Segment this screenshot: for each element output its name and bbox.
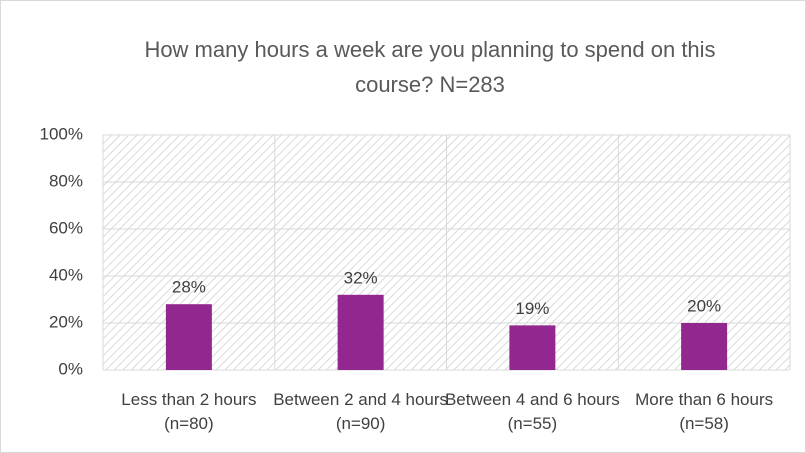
x-tick-label: Between 4 and 6 hours (n=55) — [444, 390, 620, 433]
y-tick-label: 100% — [40, 124, 83, 143]
y-tick-label: 0% — [58, 359, 83, 378]
data-label: 32% — [344, 268, 378, 287]
y-tick-label: 80% — [49, 171, 83, 190]
x-tick-label: Less than 2 hours (n=80) — [121, 390, 257, 433]
bar — [337, 294, 384, 370]
y-tick-label: 40% — [49, 265, 83, 284]
bar — [509, 325, 556, 370]
data-label: 28% — [172, 278, 206, 297]
bar — [681, 323, 728, 370]
data-label: 19% — [515, 299, 549, 318]
chart-title: How many hours a week are you planning t… — [144, 37, 716, 97]
x-tick-label: More than 6 hours (n=58) — [635, 390, 774, 433]
x-tick-label: Between 2 and 4 hours (n=90) — [273, 390, 449, 433]
bar — [165, 304, 212, 370]
data-label: 20% — [687, 296, 721, 315]
y-tick-label: 20% — [49, 312, 83, 331]
y-tick-label: 60% — [49, 218, 83, 237]
